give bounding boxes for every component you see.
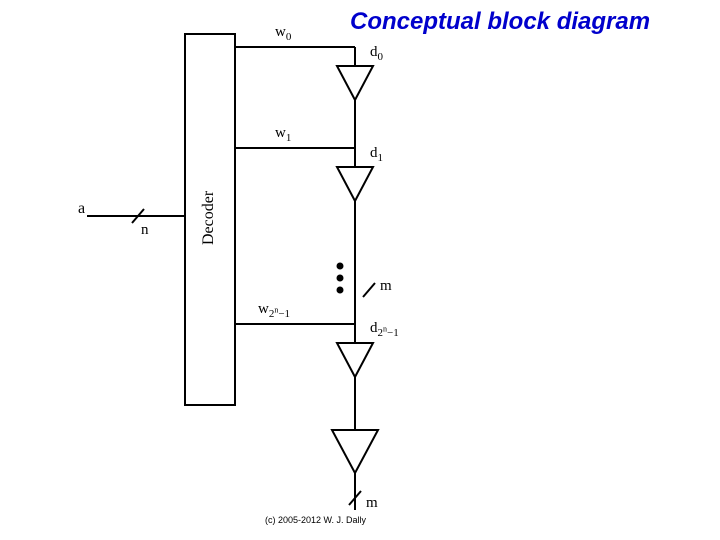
- dlast-label: d2n−1: [370, 320, 399, 339]
- dot1: [337, 263, 344, 270]
- m-label-lower: m: [366, 495, 378, 512]
- d0-label: d0: [370, 44, 383, 63]
- output-buffer: [332, 430, 378, 473]
- copyright: (c) 2005-2012 W. J. Dally: [265, 515, 366, 525]
- buffer-last: [337, 343, 373, 377]
- page-title: Conceptual block diagram: [350, 8, 650, 36]
- m-label-upper: m: [380, 278, 392, 295]
- w0-label: w0: [275, 24, 291, 43]
- d1-label: d1: [370, 145, 383, 164]
- buffer-0: [337, 66, 373, 100]
- buffer-1: [337, 167, 373, 201]
- dot3: [337, 287, 344, 294]
- wlast-label: w2n−1: [258, 301, 290, 320]
- decoder-label: Decoder: [200, 191, 218, 245]
- n-label: n: [141, 222, 149, 239]
- dot2: [337, 275, 344, 282]
- diagram-svg: [0, 0, 720, 540]
- a-label: a: [78, 200, 85, 218]
- w1-label: w1: [275, 125, 291, 144]
